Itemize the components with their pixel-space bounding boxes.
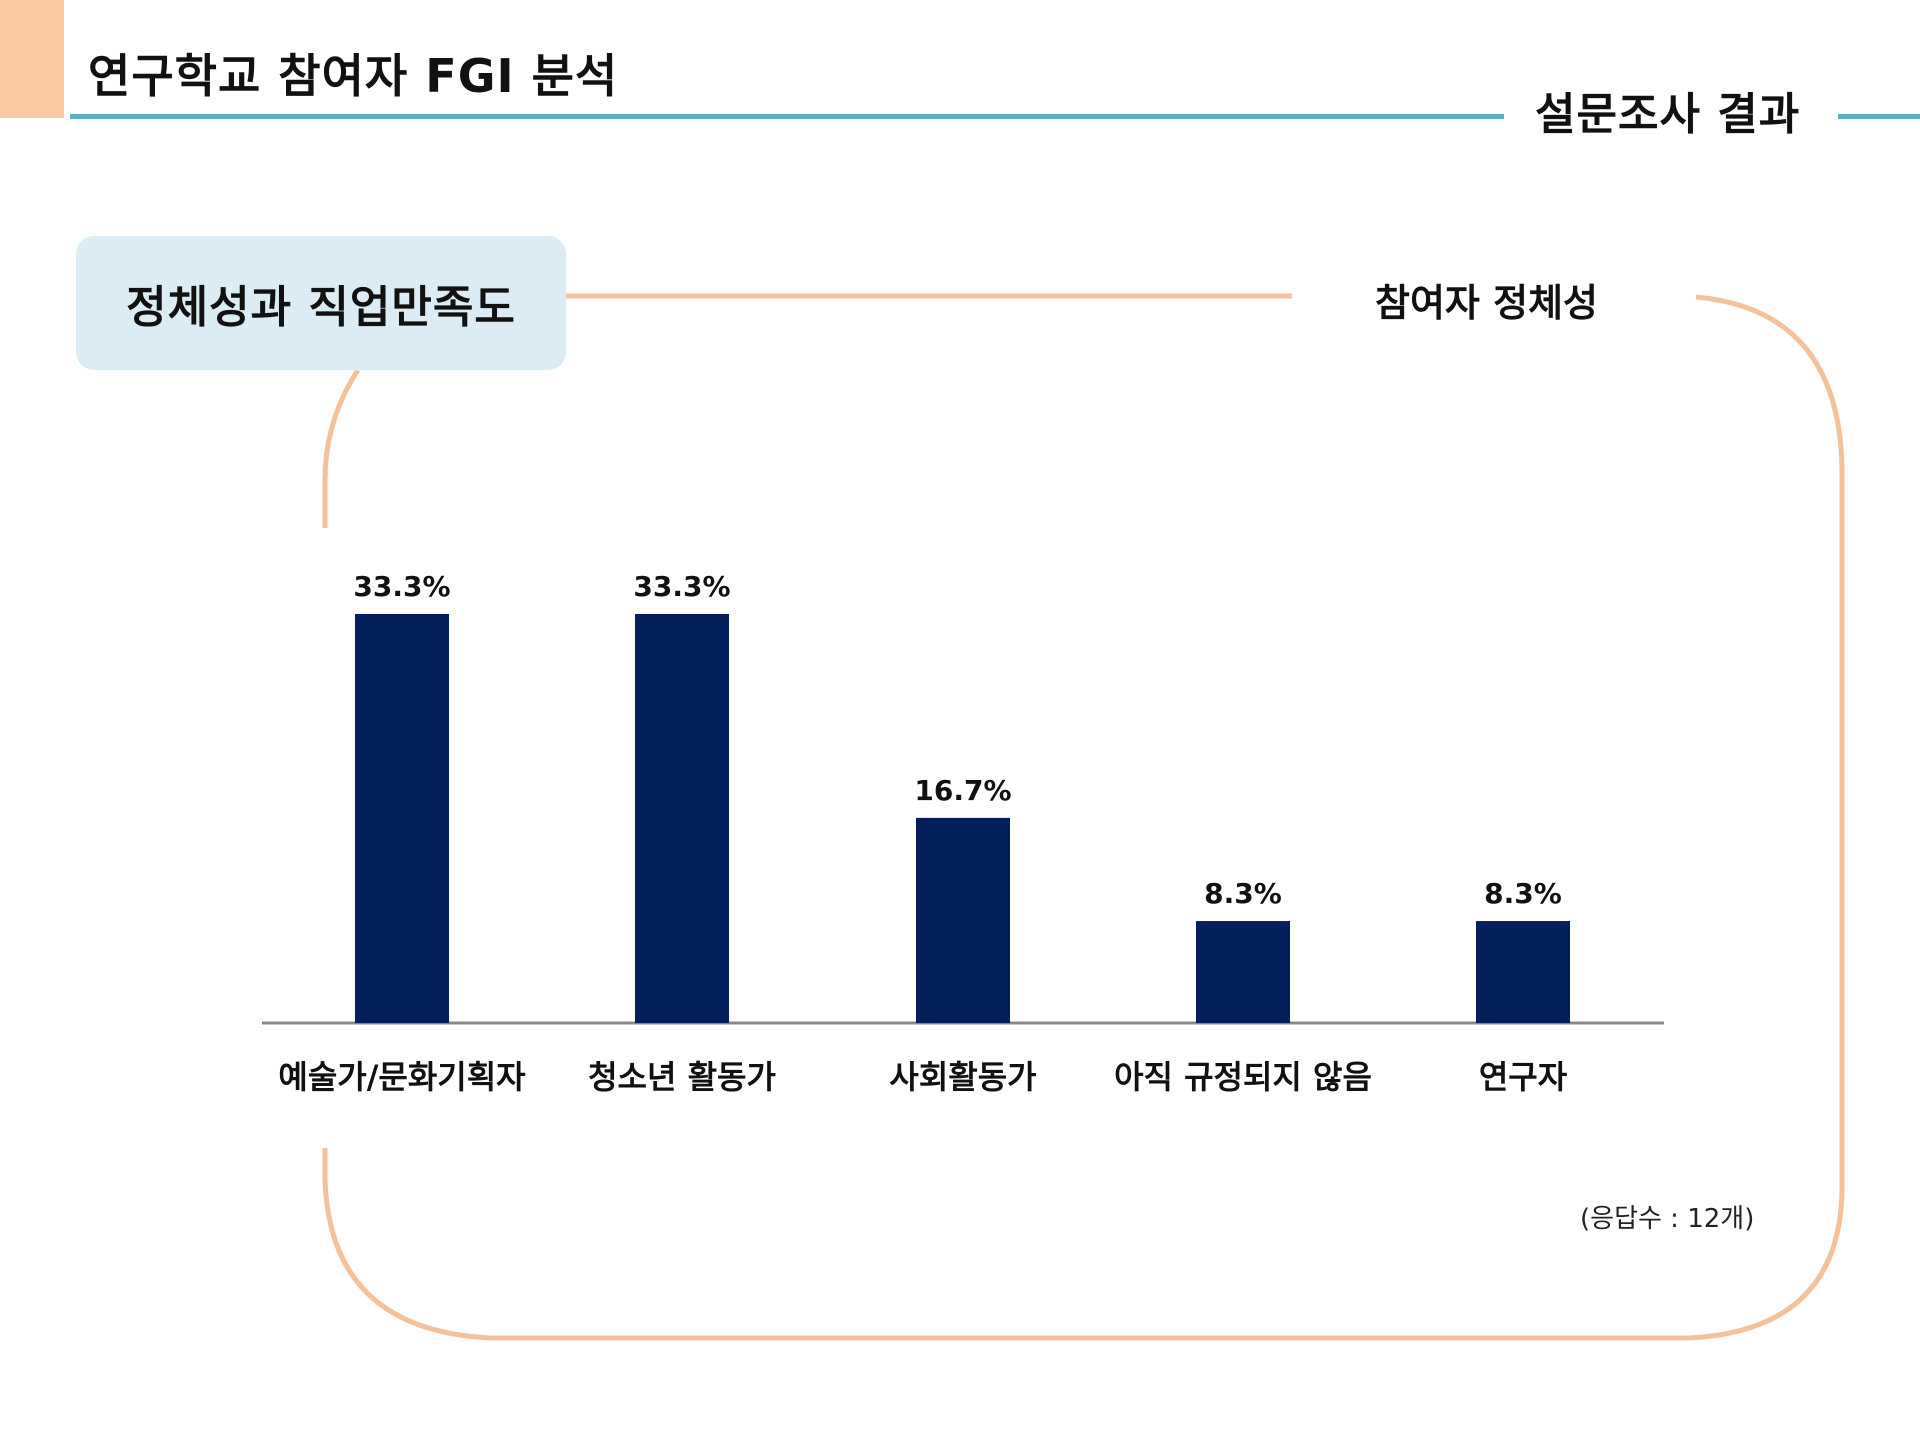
frame-top-left-arc [322,368,361,528]
bar-3 [916,817,1010,1023]
topic-tag: 정체성과 직업만족도 [76,236,566,370]
header-accent-gap [64,0,70,118]
bar-5 [1476,921,1570,1023]
category-label-5: 연구자 [1479,1058,1568,1096]
frame-bottom-side [322,1148,1690,1341]
header-divider-left [70,114,1504,119]
header-divider-right [1838,114,1920,119]
data-label-3: 16.7% [914,774,1011,807]
category-label-3: 사회활동가 [889,1058,1036,1096]
data-label-4: 8.3% [1204,877,1282,910]
bar-2 [635,614,729,1023]
frame-right-side [1689,294,1845,1341]
data-label-1: 33.3% [353,570,450,603]
header-accent-block [0,0,64,118]
response-count-note: (응답수 : 12개) [1580,1204,1755,1234]
topic-tag-label: 정체성과 직업만족도 [126,282,516,333]
category-label-1: 예술가/문화기획자 [278,1058,526,1096]
data-label-2: 33.3% [633,570,730,603]
bar-1 [355,614,449,1023]
category-label-2: 청소년 활동가 [588,1058,776,1096]
section-title: 설문조사 결과 [1535,89,1801,140]
category-label-4: 아직 규정되지 않음 [1114,1058,1372,1096]
bar-4 [1196,921,1290,1023]
data-label-5: 8.3% [1484,877,1562,910]
chart-title: 참여자 정체성 [1375,281,1598,325]
page-title: 연구학교 참여자 FGI 분석 [88,49,619,103]
